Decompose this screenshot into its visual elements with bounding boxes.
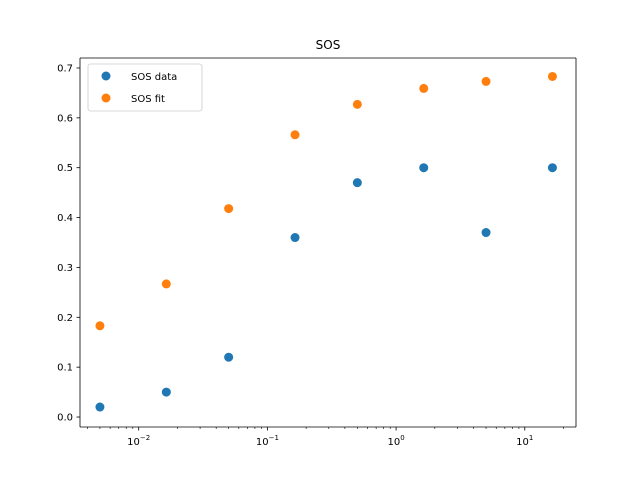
y-tick-label: 0.1 xyxy=(57,363,73,374)
x-tick-label: 101 xyxy=(516,434,533,448)
legend-marker xyxy=(101,93,111,103)
data-point xyxy=(290,233,300,243)
data-point xyxy=(481,76,491,86)
data-point xyxy=(547,71,557,81)
y-tick-label: 0.6 xyxy=(57,113,73,124)
y-tick-label: 0.7 xyxy=(57,63,73,74)
data-point xyxy=(419,83,429,93)
x-tick-label: 10−1 xyxy=(256,434,279,448)
data-point xyxy=(161,279,171,289)
x-tick-label: 10−2 xyxy=(127,434,150,448)
plot-area: 0.0 0.1 0.2 0.3 0.4 0.5 0.6 0.7 10−2 10−1 100 101 xyxy=(57,57,577,448)
y-tick-label: 0.0 xyxy=(57,413,73,424)
data-point xyxy=(224,352,234,362)
legend-label: SOS fit xyxy=(131,94,165,105)
chart-title: SOS xyxy=(316,38,341,52)
data-point xyxy=(95,321,105,331)
data-point xyxy=(95,402,105,412)
legend-box xyxy=(87,63,203,112)
y-tick-label: 0.3 xyxy=(57,263,73,274)
data-point xyxy=(224,204,234,214)
data-point xyxy=(352,99,362,109)
legend-marker xyxy=(101,71,111,81)
legend: SOS data SOS fit xyxy=(87,63,203,112)
data-point xyxy=(290,130,300,140)
y-tick-label: 0.5 xyxy=(57,163,73,174)
series-data xyxy=(95,163,557,412)
axes-frame xyxy=(79,57,577,428)
data-point xyxy=(547,163,557,173)
data-point xyxy=(352,178,362,188)
series-fit xyxy=(95,71,557,331)
x-tick-label: 100 xyxy=(387,434,404,448)
data-point xyxy=(161,387,171,397)
data-point xyxy=(419,163,429,173)
data-point xyxy=(481,228,491,238)
y-tick-label: 0.4 xyxy=(57,213,73,224)
y-tick-label: 0.2 xyxy=(57,313,73,324)
legend-label: SOS data xyxy=(131,72,177,83)
